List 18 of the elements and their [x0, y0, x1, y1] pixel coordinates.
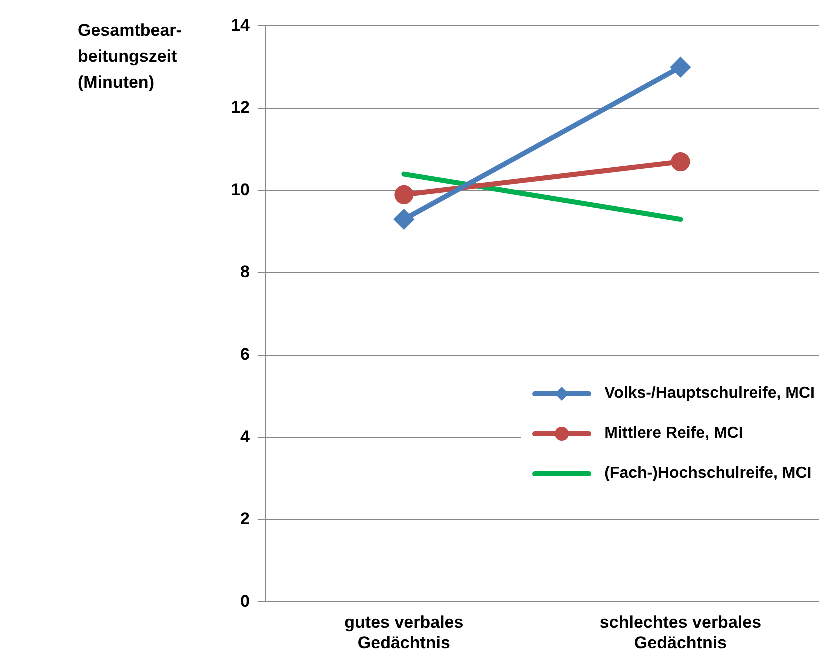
legend-label: (Fach-)Hochschulreife, MCI [604, 465, 812, 483]
legend-label: Mittlere Reife, MCI [604, 425, 744, 443]
y-tick-label: 12 [230, 98, 250, 118]
point [671, 58, 690, 77]
point [394, 185, 414, 204]
y-tick-label: 14 [230, 16, 250, 35]
y-tick-label: 6 [240, 345, 250, 364]
y-tick-label: 10 [230, 180, 250, 200]
y-tick-label: 4 [240, 427, 250, 446]
legend-label: Volks-/Hauptschulreife, MCI [604, 385, 815, 403]
y-tick-label: 8 [240, 262, 250, 282]
x-tick-label: gutes verbales Gedächtnis [344, 613, 464, 652]
y-tick-label: 0 [240, 592, 250, 611]
x-tick-label: schlechtes verbales Gedächtnis [600, 613, 762, 652]
y-axis-title: Gesamtbear-beitungszeit (Minuten) [78, 20, 183, 94]
y-tick-label: 2 [240, 510, 250, 529]
point [394, 210, 414, 230]
point [671, 152, 690, 172]
